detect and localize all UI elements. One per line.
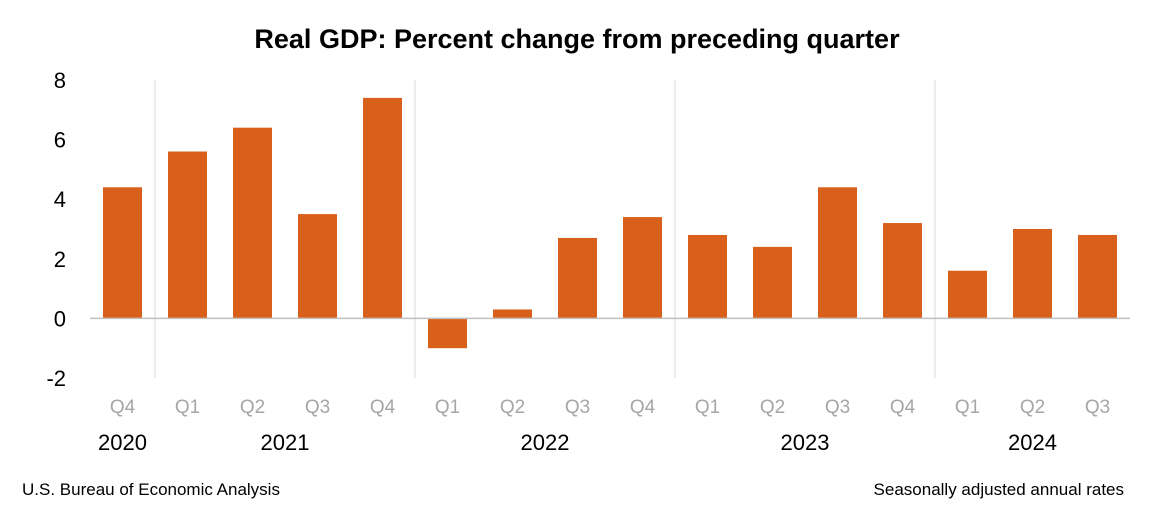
bar <box>428 318 467 349</box>
rates-note: Seasonally adjusted annual rates <box>873 480 1124 499</box>
bar <box>818 187 857 319</box>
bar <box>1078 234 1117 319</box>
x-tick-label: Q2 <box>760 397 785 418</box>
year-label: 2024 <box>1008 430 1057 455</box>
x-tick-label: Q4 <box>890 397 916 418</box>
year-label: 2022 <box>521 430 570 455</box>
bar <box>363 97 402 319</box>
x-tick-label: Q2 <box>1020 397 1045 418</box>
y-tick-label: 2 <box>54 247 66 272</box>
x-tick-label: Q3 <box>1085 397 1110 418</box>
x-tick-label: Q3 <box>565 397 590 418</box>
y-tick-label: 0 <box>54 306 66 331</box>
bar <box>233 127 272 319</box>
y-tick-label: 6 <box>54 128 66 153</box>
x-tick-label: Q4 <box>110 397 136 418</box>
x-tick-label: Q1 <box>175 397 200 418</box>
y-tick-label: -2 <box>46 366 66 391</box>
x-tick-label: Q4 <box>630 397 656 418</box>
chart-title: Real GDP: Percent change from preceding … <box>254 24 900 54</box>
bar <box>103 187 142 319</box>
bar <box>883 223 922 319</box>
x-tick-label: Q1 <box>955 397 980 418</box>
y-tick-label: 4 <box>54 187 66 212</box>
x-tick-label: Q3 <box>825 397 850 418</box>
x-tick-label: Q4 <box>370 397 396 418</box>
bar <box>1013 229 1052 319</box>
x-tick-label: Q3 <box>305 397 330 418</box>
source-note: U.S. Bureau of Economic Analysis <box>22 480 280 499</box>
year-label: 2020 <box>98 430 147 455</box>
x-tick-label: Q2 <box>500 397 525 418</box>
bar <box>298 214 337 319</box>
gdp-bar-chart: -2 0 2 4 6 8 Q4 Q1 Q2 Q3 Q4 Q1 Q2 Q3 Q4 Q1 Q2 Q3 Q4 Q1 Q2 Q3 2… <box>46 68 1130 455</box>
year-label: 2023 <box>781 430 830 455</box>
bar <box>558 237 597 319</box>
bar <box>168 151 207 319</box>
bar <box>948 270 987 319</box>
bar <box>753 246 792 319</box>
bar <box>688 234 727 319</box>
x-tick-label: Q1 <box>695 397 720 418</box>
bar <box>623 217 662 319</box>
y-tick-label: 8 <box>54 68 66 93</box>
x-tick-label: Q2 <box>240 397 265 418</box>
year-label: 2021 <box>261 430 310 455</box>
x-tick-label: Q1 <box>435 397 460 418</box>
bar <box>493 309 532 319</box>
